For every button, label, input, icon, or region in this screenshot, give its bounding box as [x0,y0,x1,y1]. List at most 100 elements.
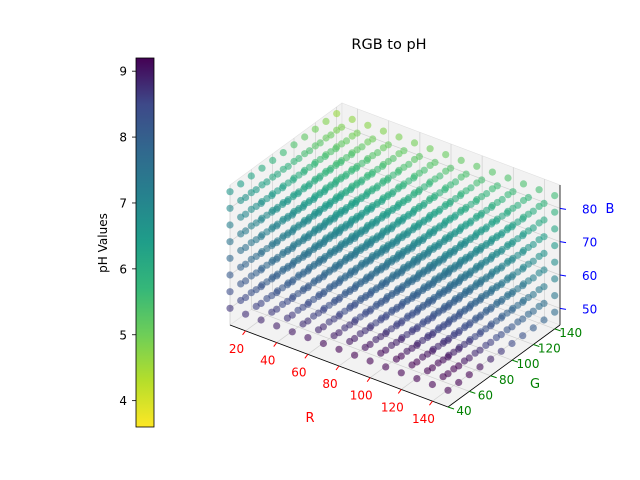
data-point [392,238,400,246]
data-point [242,193,250,202]
data-point [338,123,346,131]
data-point [487,238,495,246]
data-point [540,299,548,307]
data-point [326,166,334,174]
data-point [451,178,460,186]
data-point [383,176,391,184]
data-point [304,284,312,292]
data-point [304,267,312,275]
data-point [351,284,359,293]
data-point [247,172,255,180]
data-point [226,271,234,279]
data-point [472,197,480,205]
data-point [529,324,537,332]
data-point [351,318,359,326]
data-point [441,186,449,194]
data-point [257,283,265,291]
data-point [487,203,496,211]
data-point [226,254,234,262]
data-point [397,369,405,377]
data-point [455,345,463,353]
data-point [460,240,468,248]
data-point [476,313,484,321]
data-point [455,312,463,320]
data-point [465,304,473,312]
data-point [508,339,516,348]
data-point [551,242,559,250]
data-point [487,272,495,280]
z-axis-tick-label: 60 [582,269,597,283]
colorbar-tick-label: 7 [119,196,127,210]
data-point [420,166,428,174]
data-point [237,180,245,188]
data-point [444,336,452,344]
data-point [455,328,463,337]
data-point [482,225,490,233]
data-point [304,217,312,225]
data-point [457,156,465,164]
data-point [383,211,391,219]
data-point [366,307,374,315]
data-point [273,222,281,230]
data-point [540,199,548,207]
data-point [413,358,421,366]
data-point [431,158,439,166]
data-point [529,274,537,282]
data-point [426,145,434,153]
data-point [428,364,436,372]
data-point [519,315,527,323]
data-point [444,320,452,328]
data-point [529,224,537,232]
data-point [258,164,266,172]
data-point [351,251,359,259]
data-point [342,172,350,180]
data-point [335,329,343,337]
z-axis-tick-label: 80 [582,202,597,216]
y-axis-tick-mark [469,390,476,394]
data-point [551,292,559,300]
data-point [257,249,265,257]
data-point [428,380,436,389]
data-point [540,283,548,291]
data-point [465,337,473,345]
x-axis-tick-label: 140 [412,412,435,426]
data-point [465,254,473,262]
data-point [446,199,454,207]
data-point [487,305,495,313]
data-point [493,182,501,190]
data-point [295,154,303,163]
data-point [476,280,484,288]
data-point [519,248,527,256]
x-axis-tick-label: 60 [291,365,306,379]
data-point [551,258,559,266]
data-point [335,262,343,270]
data-point [397,335,405,343]
data-point [226,204,234,212]
data-point [358,143,366,151]
data-point [242,210,250,218]
data-point [342,137,351,145]
data-point [413,275,421,283]
data-point [428,264,436,272]
data-point [278,184,287,192]
colorbar-tick-label: 4 [119,394,127,408]
data-point [551,192,559,200]
data-point [508,223,516,231]
data-point [257,216,265,224]
data-point [497,297,505,305]
data-point [288,211,296,219]
z-axis: 50 60 70 80 [559,185,597,325]
data-point [483,190,491,198]
chart-title: RGB to pH [351,37,426,53]
data-point [447,164,455,172]
data-point [304,334,312,342]
data-point [508,289,516,298]
data-point [378,162,387,170]
data-point [351,301,359,309]
x-axis-tick-label: 100 [350,389,373,403]
data-point [465,321,473,329]
data-point [382,313,390,321]
data-point [462,170,470,178]
data-point [288,278,296,286]
data-point [273,289,281,297]
